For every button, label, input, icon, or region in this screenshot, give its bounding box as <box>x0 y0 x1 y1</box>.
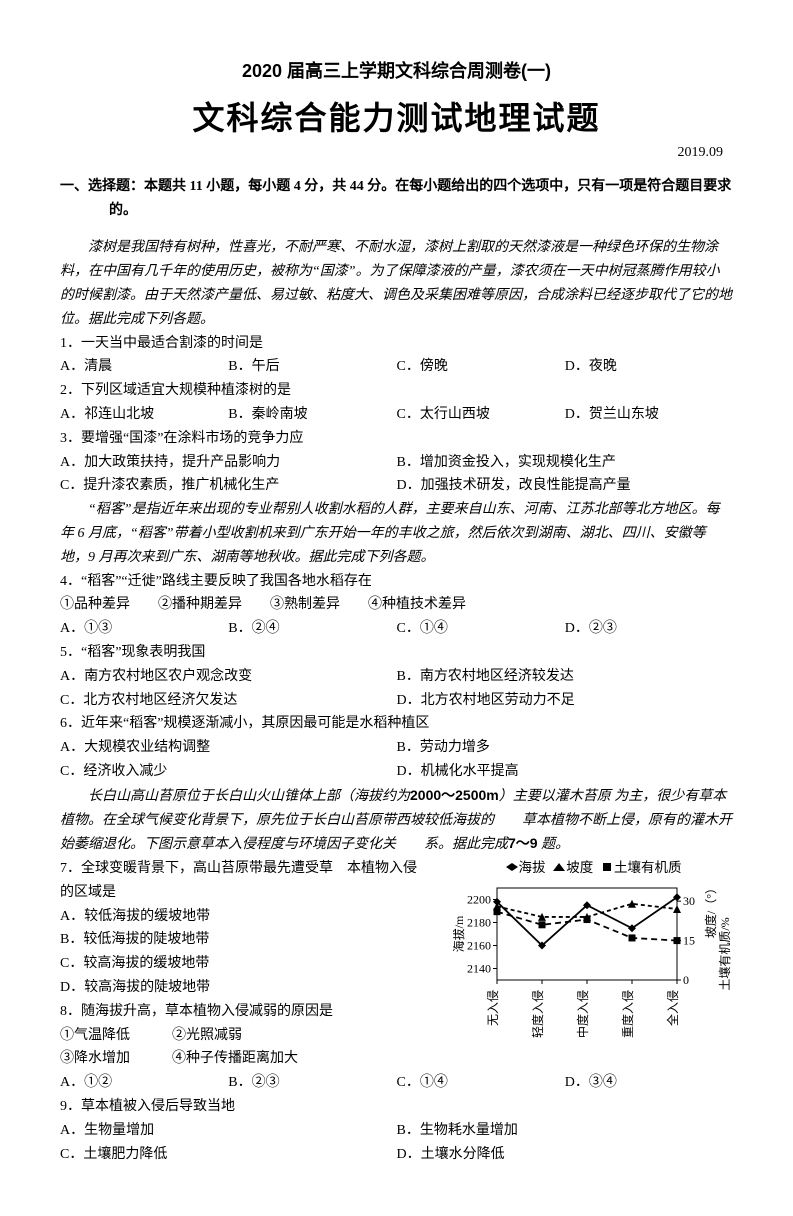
q4-options: A．①③ B．②④ C．①④ D．②③ <box>60 617 733 641</box>
p3-post: 题。 <box>538 837 570 852</box>
svg-text:轻度入侵: 轻度入侵 <box>530 990 545 1038</box>
q9-opt-a: A．生物量增加 <box>60 1119 397 1143</box>
svg-text:全入侵: 全入侵 <box>665 990 680 1026</box>
svg-text:15: 15 <box>683 934 695 948</box>
q9-opt-d: D．土壤水分降低 <box>397 1143 734 1167</box>
q8-options: A．①② B．②③ C．①④ D．③④ <box>60 1071 733 1095</box>
q6-opt-a: A．大规模农业结构调整 <box>60 736 397 760</box>
q9-stem: 9．草本植被入侵后导致当地 <box>60 1095 733 1119</box>
q8-opt-b: B．②③ <box>228 1071 396 1095</box>
q2-opt-b: B．秦岭南坡 <box>228 403 396 427</box>
q4-opt-a: A．①③ <box>60 617 228 641</box>
svg-text:重度入侵: 重度入侵 <box>620 990 635 1038</box>
q1-opt-c: C．傍晚 <box>397 355 565 379</box>
q1-opt-d: D．夜晚 <box>565 355 733 379</box>
svg-text:土壤有机质/%: 土壤有机质/% <box>717 917 732 990</box>
q2-stem: 2．下列区域适宜大规模种植漆树的是 <box>60 379 733 403</box>
q1-stem: 1．一天当中最适合割漆的时间是 <box>60 332 733 356</box>
q5-opt-b: B．南方农村地区经济较发达 <box>397 665 734 689</box>
q4-stem: 4．“稻客”“迁徙”路线主要反映了我国各地水稻存在 <box>60 570 733 594</box>
q3-opt-c: C．提升漆农素质，推广机械化生产 <box>60 474 397 498</box>
q3-options-row1: A．加大政策扶持，提升产品影响力 B．增加资金投入，实现规模化生产 <box>60 451 733 475</box>
q2-options: A．祁连山北坡 B．秦岭南坡 C．太行山西坡 D．贺兰山东坡 <box>60 403 733 427</box>
svg-text:无入侵: 无入侵 <box>485 990 500 1026</box>
q2-opt-d: D．贺兰山东坡 <box>565 403 733 427</box>
q6-opt-c: C．经济收入减少 <box>60 760 397 784</box>
p3-bold2: 7～9 <box>508 835 538 851</box>
q3-opt-d: D．加强技术研发，改良性能提高产量 <box>397 474 734 498</box>
q9-options-row1: A．生物量增加 B．生物耗水量增加 <box>60 1119 733 1143</box>
q9-opt-c: C．土壤肥力降低 <box>60 1143 397 1167</box>
legend-slope: 坡度 <box>566 860 593 875</box>
q1-options: A．清晨 B．午后 C．傍晚 D．夜晚 <box>60 355 733 379</box>
q9-opt-b: B．生物耗水量增加 <box>397 1119 734 1143</box>
q8-opt-d: D．③④ <box>565 1071 733 1095</box>
q1-opt-b: B．午后 <box>228 355 396 379</box>
q5-opt-c: C．北方农村地区经济欠发达 <box>60 689 397 713</box>
legend-som: 土壤有机质 <box>614 860 682 875</box>
chart-svg: 2140 2160 2180 2200 0 15 30 海拔/m 坡度/（°）土壤有机质/% 无入… <box>453 880 733 1055</box>
q6-opt-b: B．劳动力增多 <box>397 736 734 760</box>
q5-options-row2: C．北方农村地区经济欠发达 D．北方农村地区劳动力不足 <box>60 689 733 713</box>
svg-text:中度入侵: 中度入侵 <box>575 990 590 1038</box>
q3-stem: 3．要增强“国漆”在涂料市场的竞争力应 <box>60 427 733 451</box>
section-1-heading: 一、选择题：本题共 11 小题，每小题 4 分，共 44 分。在每小题给出的四个… <box>60 175 733 223</box>
q4-subitems: ①品种差异 ②播种期差异 ③熟制差异 ④种植技术差异 <box>60 593 733 617</box>
svg-text:2180: 2180 <box>467 916 491 930</box>
q3-options-row2: C．提升漆农素质，推广机械化生产 D．加强技术研发，改良性能提高产量 <box>60 474 733 498</box>
legend-altitude: 海拔 <box>519 860 546 875</box>
q5-opt-d: D．北方农村地区劳动力不足 <box>397 689 734 713</box>
q3-opt-a: A．加大政策扶持，提升产品影响力 <box>60 451 397 475</box>
q6-stem: 6．近年来“稻客”规模逐渐减小，其原因最可能是水稻种植区 <box>60 712 733 736</box>
passage-3: 长白山高山苔原位于长白山火山锥体上部（海拔约为2000～2500m）主要以灌木苔… <box>60 784 733 857</box>
svg-text:海拔/m: 海拔/m <box>453 915 466 952</box>
q5-stem: 5．“稻客”现象表明我国 <box>60 641 733 665</box>
q8-opt-c: C．①④ <box>397 1071 565 1095</box>
q6-options-row1: A．大规模农业结构调整 B．劳动力增多 <box>60 736 733 760</box>
q9-options-row2: C．土壤肥力降低 D．土壤水分降低 <box>60 1143 733 1167</box>
q6-opt-d: D．机械化水平提高 <box>397 760 734 784</box>
q4-opt-d: D．②③ <box>565 617 733 641</box>
passage-1: 漆树是我国特有树种，性喜光，不耐严寒、不耐水湿，漆树上割取的天然漆液是一种绿色环… <box>60 236 733 331</box>
q2-opt-c: C．太行山西坡 <box>397 403 565 427</box>
chart-container: 海拔 坡度 土壤有机质 2140 2160 2180 2200 0 15 30 海拔/m 坡度/… <box>453 857 733 1064</box>
q4-opt-c: C．①④ <box>397 617 565 641</box>
q4-opt-b: B．②④ <box>228 617 396 641</box>
chart-legend: 海拔 坡度 土壤有机质 <box>453 857 733 880</box>
p3-pre: 长白山高山苔原位于长白山火山锥体上部（海拔约为 <box>88 789 410 804</box>
q1-opt-a: A．清晨 <box>60 355 228 379</box>
exam-subtitle: 2020 届高三上学期文科综合周测卷(一) <box>60 56 733 87</box>
q3-opt-b: B．增加资金投入，实现规模化生产 <box>397 451 734 475</box>
svg-text:2160: 2160 <box>467 939 491 953</box>
svg-text:0: 0 <box>683 973 689 987</box>
svg-text:2200: 2200 <box>467 893 491 907</box>
q8-opt-a: A．①② <box>60 1071 228 1095</box>
svg-text:30: 30 <box>683 894 695 908</box>
q2-opt-a: A．祁连山北坡 <box>60 403 228 427</box>
q6-options-row2: C．经济收入减少 D．机械化水平提高 <box>60 760 733 784</box>
passage-2: “稻客”是指近年来出现的专业帮别人收割水稻的人群，主要来自山东、河南、江苏北部等… <box>60 498 733 569</box>
svg-text:2140: 2140 <box>467 962 491 976</box>
svg-text:坡度/（°）: 坡度/（°） <box>703 882 718 938</box>
p3-bold1: 2000～2500m <box>410 787 499 803</box>
q5-opt-a: A．南方农村地区农户观念改变 <box>60 665 397 689</box>
q5-options-row1: A．南方农村地区农户观念改变 B．南方农村地区经济较发达 <box>60 665 733 689</box>
exam-title: 文科综合能力测试地理试题 <box>60 91 733 145</box>
